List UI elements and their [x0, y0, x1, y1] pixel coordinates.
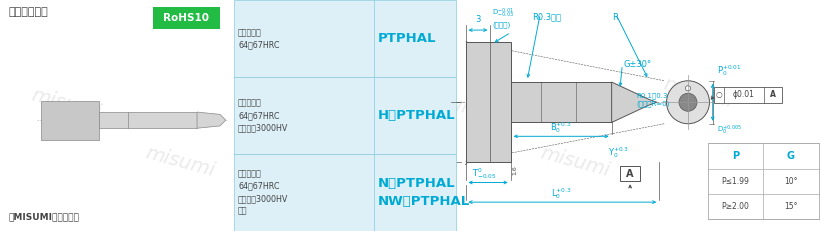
- Text: 10°: 10°: [784, 177, 797, 186]
- Text: V$^{+0.06}_{0}$: V$^{+0.06}_{0}$: [717, 93, 738, 106]
- Text: D$^{-0.01}_{-0.03}$
(导入部): D$^{-0.01}_{-0.03}$ (导入部): [492, 6, 514, 28]
- Text: 粉末高速钢
64～67HRC
表面硬度3000HV
以上: 粉末高速钢 64～67HRC 表面硬度3000HV 以上: [238, 169, 288, 216]
- Text: misumi: misumi: [29, 86, 103, 122]
- Text: R0.1～0.3
(可指定R=0): R0.1～0.3 (可指定R=0): [636, 92, 670, 107]
- Polygon shape: [612, 82, 657, 122]
- Polygon shape: [511, 82, 612, 122]
- Text: －前端锥型－: －前端锥型－: [8, 7, 48, 17]
- Text: PTPHAL: PTPHAL: [378, 32, 436, 45]
- Ellipse shape: [679, 93, 697, 111]
- Polygon shape: [41, 100, 99, 140]
- Bar: [708, 143, 819, 219]
- Text: 粉末高速钢
64～67HRC
表面硬度3000HV: 粉末高速钢 64～67HRC 表面硬度3000HV: [238, 99, 288, 133]
- Text: 1.6: 1.6: [512, 165, 517, 175]
- Bar: [714, 87, 782, 103]
- Bar: [234, 77, 456, 154]
- Text: N－PTPHAL
NW－PTPHAL: N－PTPHAL NW－PTPHAL: [378, 177, 470, 208]
- Text: P≤1.99: P≤1.99: [722, 177, 750, 186]
- Text: 3: 3: [475, 15, 480, 24]
- Polygon shape: [466, 42, 511, 162]
- Text: P$^{+0.01}_{0}$: P$^{+0.01}_{0}$: [717, 64, 741, 79]
- Bar: [620, 166, 640, 181]
- Text: Y$^{+0.3}_{0}$: Y$^{+0.3}_{0}$: [608, 145, 629, 160]
- Text: R: R: [612, 13, 617, 22]
- Text: 粉末高速钢
64～67HRC: 粉末高速钢 64～67HRC: [238, 28, 280, 49]
- Text: misumi: misumi: [275, 74, 349, 111]
- FancyBboxPatch shape: [153, 6, 220, 29]
- Polygon shape: [99, 112, 197, 128]
- Text: T$^{0}_{-0.05}$: T$^{0}_{-0.05}$: [471, 167, 497, 181]
- Text: 15°: 15°: [784, 202, 797, 211]
- Text: ϕ0.01: ϕ0.01: [733, 90, 754, 99]
- Text: misumi: misumi: [661, 74, 735, 111]
- Text: P≥2.00: P≥2.00: [722, 202, 750, 211]
- Text: D$^{+0.005}_{0}$: D$^{+0.005}_{0}$: [717, 124, 742, 137]
- Text: G: G: [787, 151, 795, 161]
- Text: ○: ○: [716, 90, 722, 99]
- Text: P: P: [732, 151, 739, 161]
- Text: A: A: [626, 169, 634, 179]
- Ellipse shape: [667, 81, 709, 124]
- Text: B$^{+0.3}_{0}$: B$^{+0.3}_{0}$: [550, 120, 572, 135]
- Ellipse shape: [686, 86, 690, 91]
- Text: ＜MISUMI独创规格＞: ＜MISUMI独创规格＞: [8, 213, 79, 222]
- Text: L$^{+0.3}_{0}$: L$^{+0.3}_{0}$: [551, 186, 571, 201]
- Bar: [234, 0, 456, 77]
- Text: G±30°: G±30°: [624, 60, 652, 69]
- Text: A: A: [770, 90, 776, 99]
- Polygon shape: [197, 112, 226, 128]
- Bar: [234, 154, 456, 231]
- Text: misumi: misumi: [415, 86, 488, 122]
- Text: misumi: misumi: [538, 143, 612, 180]
- Text: R0.3以下: R0.3以下: [532, 13, 561, 22]
- Text: H－PTPHAL: H－PTPHAL: [378, 109, 456, 122]
- Text: RoHS10: RoHS10: [163, 13, 209, 23]
- Text: misumi: misumi: [144, 143, 218, 180]
